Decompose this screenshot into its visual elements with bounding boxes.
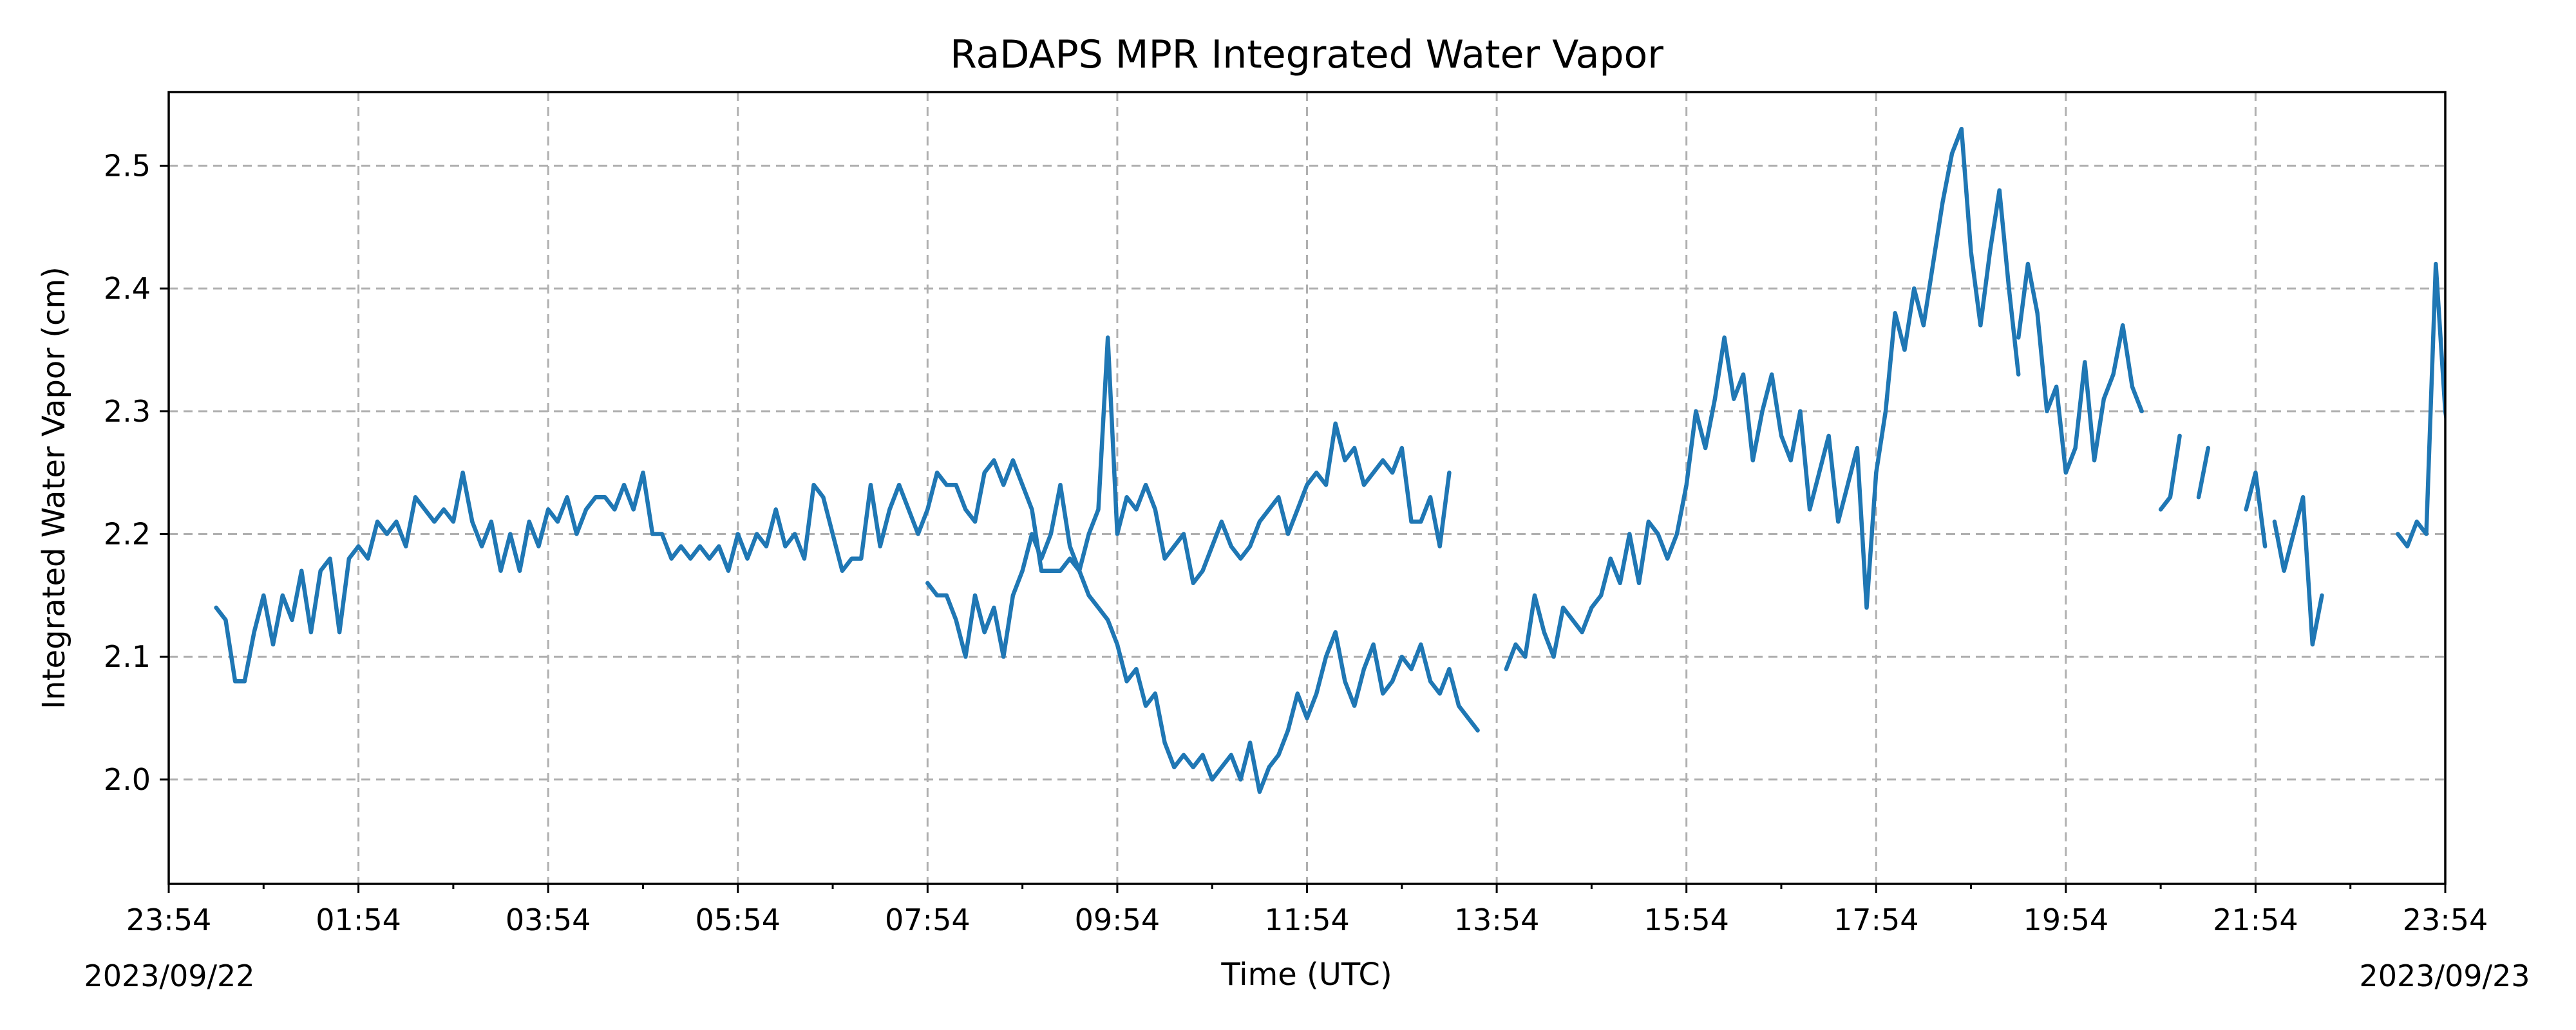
series-line-segment <box>2016 261 2144 475</box>
axis-ticks <box>160 164 2447 893</box>
series-line-segment <box>1504 126 2021 671</box>
y-tick-label: 2.5 <box>104 148 151 183</box>
x-tick-label: 15:54 <box>1643 903 1729 937</box>
plot-area <box>214 126 2445 794</box>
x-tick-label: 05:54 <box>695 903 781 937</box>
y-tick-label: 2.0 <box>104 762 151 797</box>
series-line-segment <box>2272 495 2324 647</box>
series-line-segment <box>925 482 1480 794</box>
x-tick-label: 17:54 <box>1833 903 1919 937</box>
y-tick-label: 2.3 <box>104 394 151 429</box>
series-line-segment <box>2196 445 2211 500</box>
x-tick-label: 11:54 <box>1264 903 1350 937</box>
x-tick-label: 21:54 <box>2213 903 2298 937</box>
tick-labels: 2.0 2.1 2.2 2.3 2.4 2.5 23:54 01:54 03:54 05:54 07… <box>104 148 2488 937</box>
series-line-segment <box>2158 433 2182 512</box>
x-date-label-left: 2023/09/22 <box>84 959 254 993</box>
x-tick-label: 07:54 <box>885 903 971 937</box>
x-date-label-right: 2023/09/23 <box>2359 959 2530 993</box>
y-tick-label: 2.1 <box>104 639 151 674</box>
y-tick-label: 2.4 <box>104 271 151 306</box>
series-line-segment <box>2244 470 2268 548</box>
y-axis-label: Integrated Water Vapor (cm) <box>36 267 72 709</box>
chart-title: RaDAPS MPR Integrated Water Vapor <box>950 32 1663 77</box>
x-tick-label: 19:54 <box>2023 903 2109 937</box>
x-tick-label: 09:54 <box>1075 903 1160 937</box>
x-axis-label: Time (UTC) <box>1220 957 1392 993</box>
x-tick-label: 13:54 <box>1454 903 1540 937</box>
x-tick-label: 23:54 <box>126 903 212 937</box>
x-tick-label: 03:54 <box>506 903 591 937</box>
x-tick-label: 01:54 <box>316 903 401 937</box>
x-tick-label: 23:54 <box>2403 903 2488 937</box>
y-tick-label: 2.2 <box>104 517 151 552</box>
series-line-segment <box>214 335 1452 684</box>
gridlines <box>169 92 2445 884</box>
